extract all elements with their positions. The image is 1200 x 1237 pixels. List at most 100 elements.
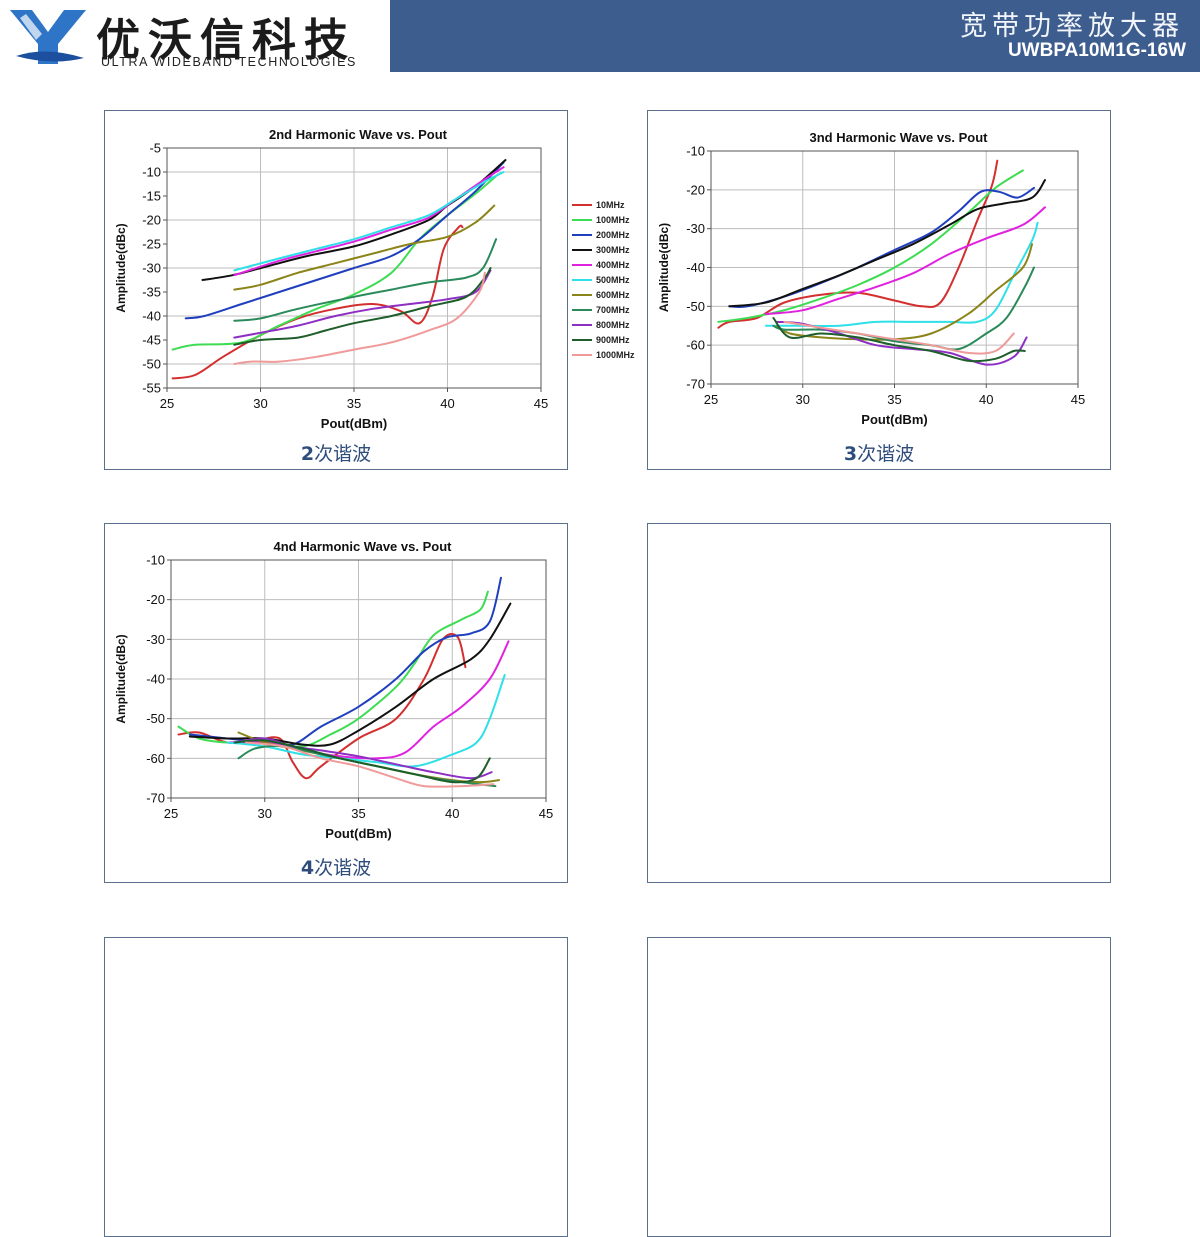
x-tick-label: 30 [258, 806, 272, 821]
empty-panel-right-middle [647, 523, 1111, 883]
y-tick-label: -15 [142, 189, 161, 204]
legend-label: 500MHz [596, 275, 630, 286]
y-tick-label: -70 [686, 377, 705, 392]
y-tick-label: -50 [146, 711, 165, 726]
chart-panel-4th-harmonic: -10 -20 -30 -40 -50 -60 -70 25 30 35 40 45 4nd Harmo… [104, 523, 568, 883]
legend-swatch [572, 309, 592, 312]
brand-name-cn: 优沃信科技 [96, 15, 356, 66]
y-tick-label: -20 [142, 213, 161, 228]
x-tick-label: 25 [164, 806, 178, 821]
y-tick-label: -10 [686, 144, 705, 159]
legend-item-900mhz: 900MHz [572, 333, 635, 348]
y-tick-label: -55 [142, 381, 161, 396]
chart-panel-2nd-harmonic: -5 -10 -15 -20 -25 -30 -35 -40 -45 -50 -55 25 30 35 40… [104, 110, 568, 470]
series-line-100mhz [177, 590, 489, 748]
xy-logo-icon [10, 10, 86, 64]
series-line-1000mhz [245, 741, 495, 788]
product-model: UWBPA10M1G-16W [1007, 40, 1186, 61]
x-tick-label: 40 [979, 392, 993, 407]
series-line-500mhz [226, 674, 506, 768]
legend-swatch [572, 218, 592, 221]
chart-panel-3rd-harmonic: -10 -20 -30 -40 -50 -60 -70 25 30 35 40 45 3nd Harmo… [647, 110, 1111, 470]
legend-item-200mhz: 200MHz [572, 227, 635, 242]
legend-swatch [572, 354, 592, 357]
x-axis-label: Pout(dBm) [321, 416, 387, 431]
legend-label: 300MHz [596, 244, 630, 255]
legend-label: 800MHz [596, 320, 630, 331]
legend-item-1000mhz: 1000MHz [572, 348, 635, 363]
series-line-200mhz [188, 576, 502, 747]
series-line-10mhz [171, 224, 464, 380]
y-tick-label: -60 [686, 338, 705, 353]
y-tick-label: -45 [142, 333, 161, 348]
chart-title: 3nd Harmonic Wave vs. Pout [810, 130, 989, 145]
y-tick-label: -25 [142, 237, 161, 252]
legend-label: 900MHz [596, 335, 630, 346]
legend-item-10mhz: 10MHz [572, 197, 635, 212]
x-tick-label: 45 [1071, 392, 1085, 407]
x-axis-label: Pout(dBm) [861, 412, 927, 427]
y-axis-label: Amplitude(dBc) [657, 223, 671, 312]
chart-caption-2nd: 2次谐波 [300, 443, 372, 465]
legend-swatch [572, 279, 592, 282]
x-tick-label: 35 [351, 806, 365, 821]
brand-logo-area: 优沃信科技 ULTRA WIDEBAND TECHNOLOGIES [0, 0, 390, 72]
empty-panel-right-bottom [647, 937, 1111, 1237]
x-tick-label: 40 [445, 806, 459, 821]
series-line-10mhz [717, 159, 999, 329]
legend-swatch [572, 339, 592, 342]
y-tick-label: -30 [142, 261, 161, 276]
series-line-600mhz [233, 204, 496, 291]
x-axis-label: Pout(dBm) [325, 826, 391, 841]
y-tick-label: -30 [686, 221, 705, 236]
legend-swatch [572, 203, 592, 206]
y-tick-label: -50 [142, 357, 161, 372]
series-line-200mhz [184, 161, 505, 320]
series-line-700mhz [233, 238, 498, 322]
y-tick-label: -60 [146, 751, 165, 766]
legend-label: 100MHz [596, 214, 630, 225]
legend-swatch [572, 248, 592, 251]
header-band: 宽带功率放大器 UWBPA10M1G-16W [390, 0, 1200, 72]
y-axis-label: Amplitude(dBc) [114, 223, 128, 312]
legend-swatch [572, 324, 592, 327]
empty-panel-left-bottom [104, 937, 568, 1237]
series-line-400mhz [765, 206, 1046, 316]
legend-item-800mhz: 800MHz [572, 318, 635, 333]
chart-legend: 10MHz 100MHz 200MHz 300MHz 400MHz 500MHz 600MH… [572, 197, 635, 363]
y-axis-label: Amplitude(dBc) [114, 634, 128, 723]
page-header: 优沃信科技 ULTRA WIDEBAND TECHNOLOGIES 宽带功率放大… [0, 0, 1200, 72]
x-tick-label: 30 [796, 392, 810, 407]
y-tick-label: -20 [146, 592, 165, 607]
y-tick-label: -70 [146, 791, 165, 806]
series-line-900mhz [233, 267, 492, 346]
legend-item-400mhz: 400MHz [572, 257, 635, 272]
chart-title: 2nd Harmonic Wave vs. Pout [269, 127, 448, 142]
y-tick-label: -5 [149, 141, 161, 156]
x-tick-label: 45 [539, 806, 553, 821]
series-line-300mhz [728, 179, 1046, 308]
x-tick-label: 30 [253, 396, 267, 411]
legend-label: 200MHz [596, 229, 630, 240]
y-tick-label: -10 [146, 553, 165, 568]
x-tick-label: 40 [440, 396, 454, 411]
x-tick-label: 35 [347, 396, 361, 411]
x-tick-label: 35 [887, 392, 901, 407]
x-tick-label: 25 [160, 396, 174, 411]
series-line-900mhz [233, 739, 491, 784]
series-line-1000mhz [233, 271, 486, 365]
legend-swatch [572, 263, 592, 266]
y-tick-label: -50 [686, 299, 705, 314]
brand-name-en: ULTRA WIDEBAND TECHNOLOGIES [101, 55, 357, 69]
y-tick-label: -10 [142, 165, 161, 180]
legend-swatch [572, 233, 592, 236]
series-line-500mhz [765, 221, 1039, 328]
series-line-500mhz [233, 171, 505, 272]
y-tick-label: -30 [146, 632, 165, 647]
legend-label: 700MHz [596, 305, 630, 316]
legend-item-100mhz: 100MHz [572, 212, 635, 227]
legend-item-600mhz: 600MHz [572, 288, 635, 303]
y-tick-label: -40 [142, 309, 161, 324]
y-tick-label: -40 [686, 260, 705, 275]
